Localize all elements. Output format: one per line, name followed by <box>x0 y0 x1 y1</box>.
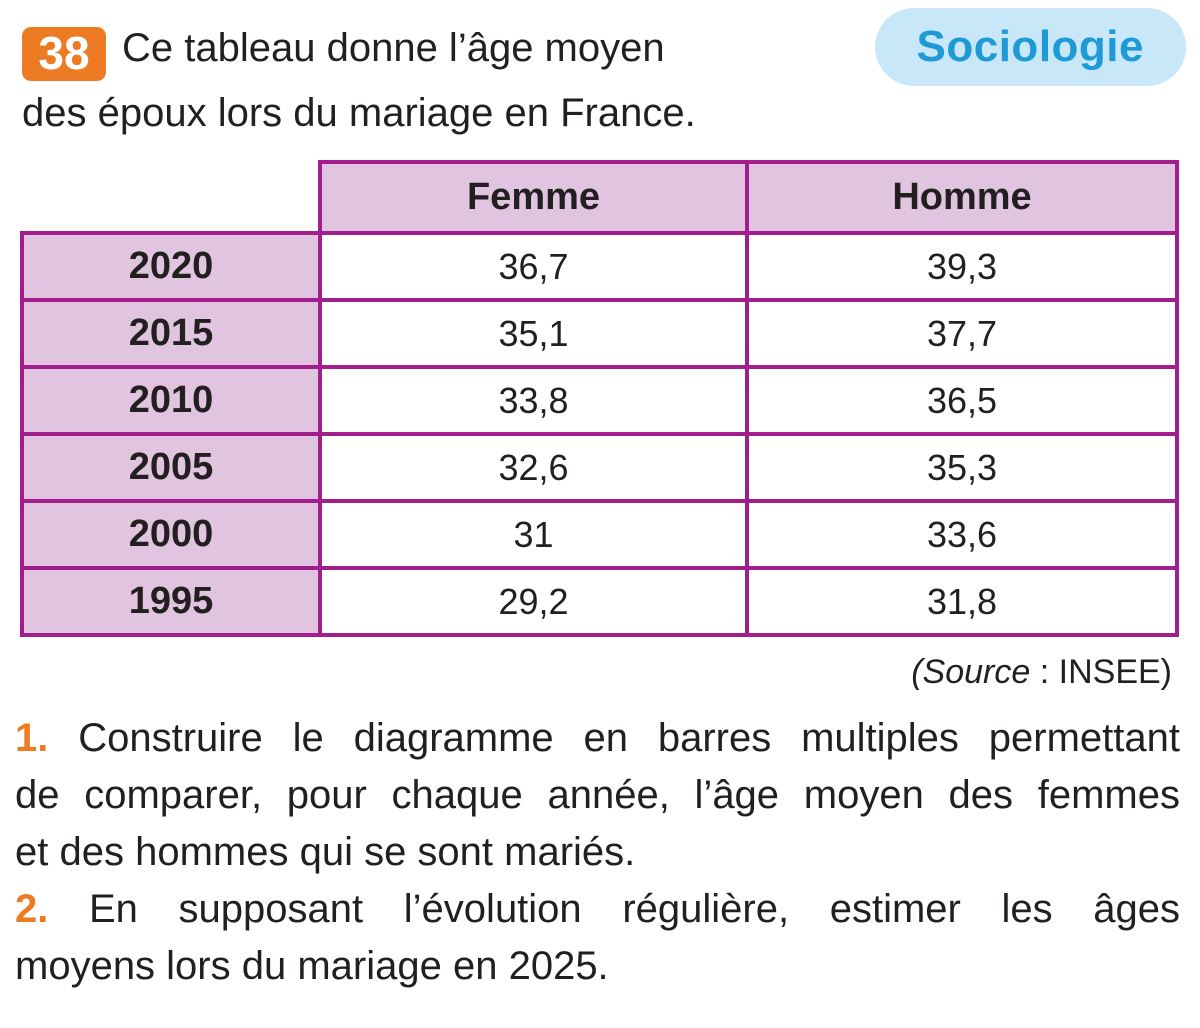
exercise-intro: 38 Ce tableau donne l’âge moyen des époux… <box>0 0 1200 146</box>
homme-value-cell: 31,8 <box>745 566 1179 637</box>
homme-value-cell: 39,3 <box>745 231 1179 302</box>
question-1-text-2: de comparer, pour chaque année, l’âge mo… <box>15 773 1180 817</box>
marriage-age-table: Femme Homme 2020 36,7 39,3 2015 35,1 37,… <box>20 160 1179 637</box>
questions: 1. Construire le diagramme en barres mul… <box>15 710 1180 995</box>
year-cell: 2015 <box>20 298 322 369</box>
question-2-number: 2. <box>15 887 49 931</box>
table-corner-cell <box>22 162 320 233</box>
table-header-homme: Homme <box>745 160 1179 235</box>
table-row: 2015 35,1 37,7 <box>20 298 1179 369</box>
category-tag: Sociologie <box>874 8 1186 86</box>
femme-value-cell: 31 <box>318 499 749 570</box>
table-row: 2000 31 33,6 <box>20 499 1179 570</box>
homme-value-cell: 35,3 <box>745 432 1179 503</box>
question-2-text-1: En supposant l’évolution régulière, esti… <box>89 887 1180 931</box>
question-2-text-2: moyens lors du mariage en 2025. <box>15 944 609 988</box>
femme-value-cell: 32,6 <box>318 432 749 503</box>
homme-value-cell: 33,6 <box>745 499 1179 570</box>
source-note: (Source : INSEE) <box>0 637 1200 692</box>
exercise-number-badge: 38 <box>22 26 106 81</box>
homme-value-cell: 36,5 <box>745 365 1179 436</box>
question-1-line-1: 1. Construire le diagramme en barres mul… <box>15 710 1180 767</box>
year-cell: 2000 <box>20 499 322 570</box>
table-row: 2010 33,8 36,5 <box>20 365 1179 436</box>
question-2-line-2: moyens lors du mariage en 2025. <box>15 938 1180 995</box>
femme-value-cell: 33,8 <box>318 365 749 436</box>
category-tag-label: Sociologie <box>916 22 1144 71</box>
table-header-femme: Femme <box>318 160 749 235</box>
table-row: 2005 32,6 35,3 <box>20 432 1179 503</box>
intro-line-2: des époux lors du mariage en France. <box>22 91 696 135</box>
year-cell: 2020 <box>20 231 322 302</box>
question-1-line-3: et des hommes qui se sont mariés. <box>15 824 1180 881</box>
year-cell: 2005 <box>20 432 322 503</box>
table-row: 2020 36,7 39,3 <box>20 231 1179 302</box>
femme-value-cell: 29,2 <box>318 566 749 637</box>
question-2-line-1: 2. En supposant l’évolution régulière, e… <box>15 881 1180 938</box>
source-note-rest: : INSEE) <box>1030 653 1172 691</box>
table-row: 1995 29,2 31,8 <box>20 566 1179 637</box>
homme-value-cell: 37,7 <box>745 298 1179 369</box>
question-1-text-3: et des hommes qui se sont mariés. <box>15 830 636 874</box>
femme-value-cell: 35,1 <box>318 298 749 369</box>
question-1-text-1: Construire le diagramme en barres multip… <box>78 716 1180 760</box>
source-note-italic: (Source <box>911 653 1031 691</box>
intro-line-1: Ce tableau donne l’âge moyen <box>122 26 665 70</box>
question-1-number: 1. <box>15 716 49 760</box>
femme-value-cell: 36,7 <box>318 231 749 302</box>
question-1-line-2: de comparer, pour chaque année, l’âge mo… <box>15 767 1180 824</box>
year-cell: 2010 <box>20 365 322 436</box>
year-cell: 1995 <box>20 566 322 637</box>
table-header-row: Femme Homme <box>22 160 1179 235</box>
